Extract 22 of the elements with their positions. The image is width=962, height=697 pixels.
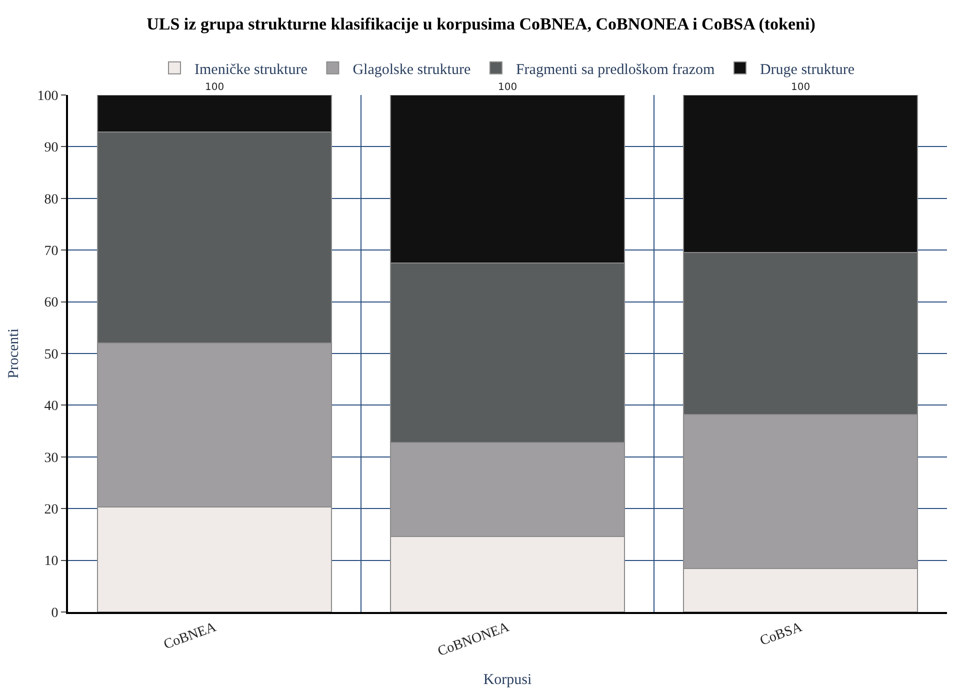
legend-label: Imeničke strukture: [194, 62, 308, 78]
legend-label: Druge strukture: [760, 62, 855, 78]
x-tick-label: CoBSA: [758, 620, 806, 650]
y-tick-label: 20: [44, 502, 58, 518]
chart-title: ULS iz grupa strukturne klasifikacije u korpusima CoBNEA, CoBNONEA i CoBSA (tokeni): [146, 14, 816, 34]
y-tick-label: 70: [44, 244, 58, 259]
total-label: 100: [205, 82, 224, 93]
total-label: 100: [791, 82, 810, 93]
y-tick-label: 80: [44, 192, 58, 208]
y-tick-label: 10: [44, 554, 58, 570]
y-axis-title: Procenti: [6, 328, 22, 378]
y-tick-label: 50: [44, 347, 58, 362]
y-tick-label: 100: [37, 88, 58, 104]
y-tick-label: 90: [44, 140, 58, 156]
y-tick-label: 60: [44, 296, 58, 311]
x-axis-title: Korpusi: [483, 672, 532, 688]
legend-label: Fragmenti sa predloškom frazom: [516, 62, 715, 78]
y-tick-label: 40: [44, 399, 58, 414]
y-tick-label: 30: [44, 450, 58, 466]
total-label: 100: [498, 82, 518, 93]
legend-label: Glagolske strukture: [352, 62, 471, 78]
y-tick-label: 0: [51, 606, 58, 621]
